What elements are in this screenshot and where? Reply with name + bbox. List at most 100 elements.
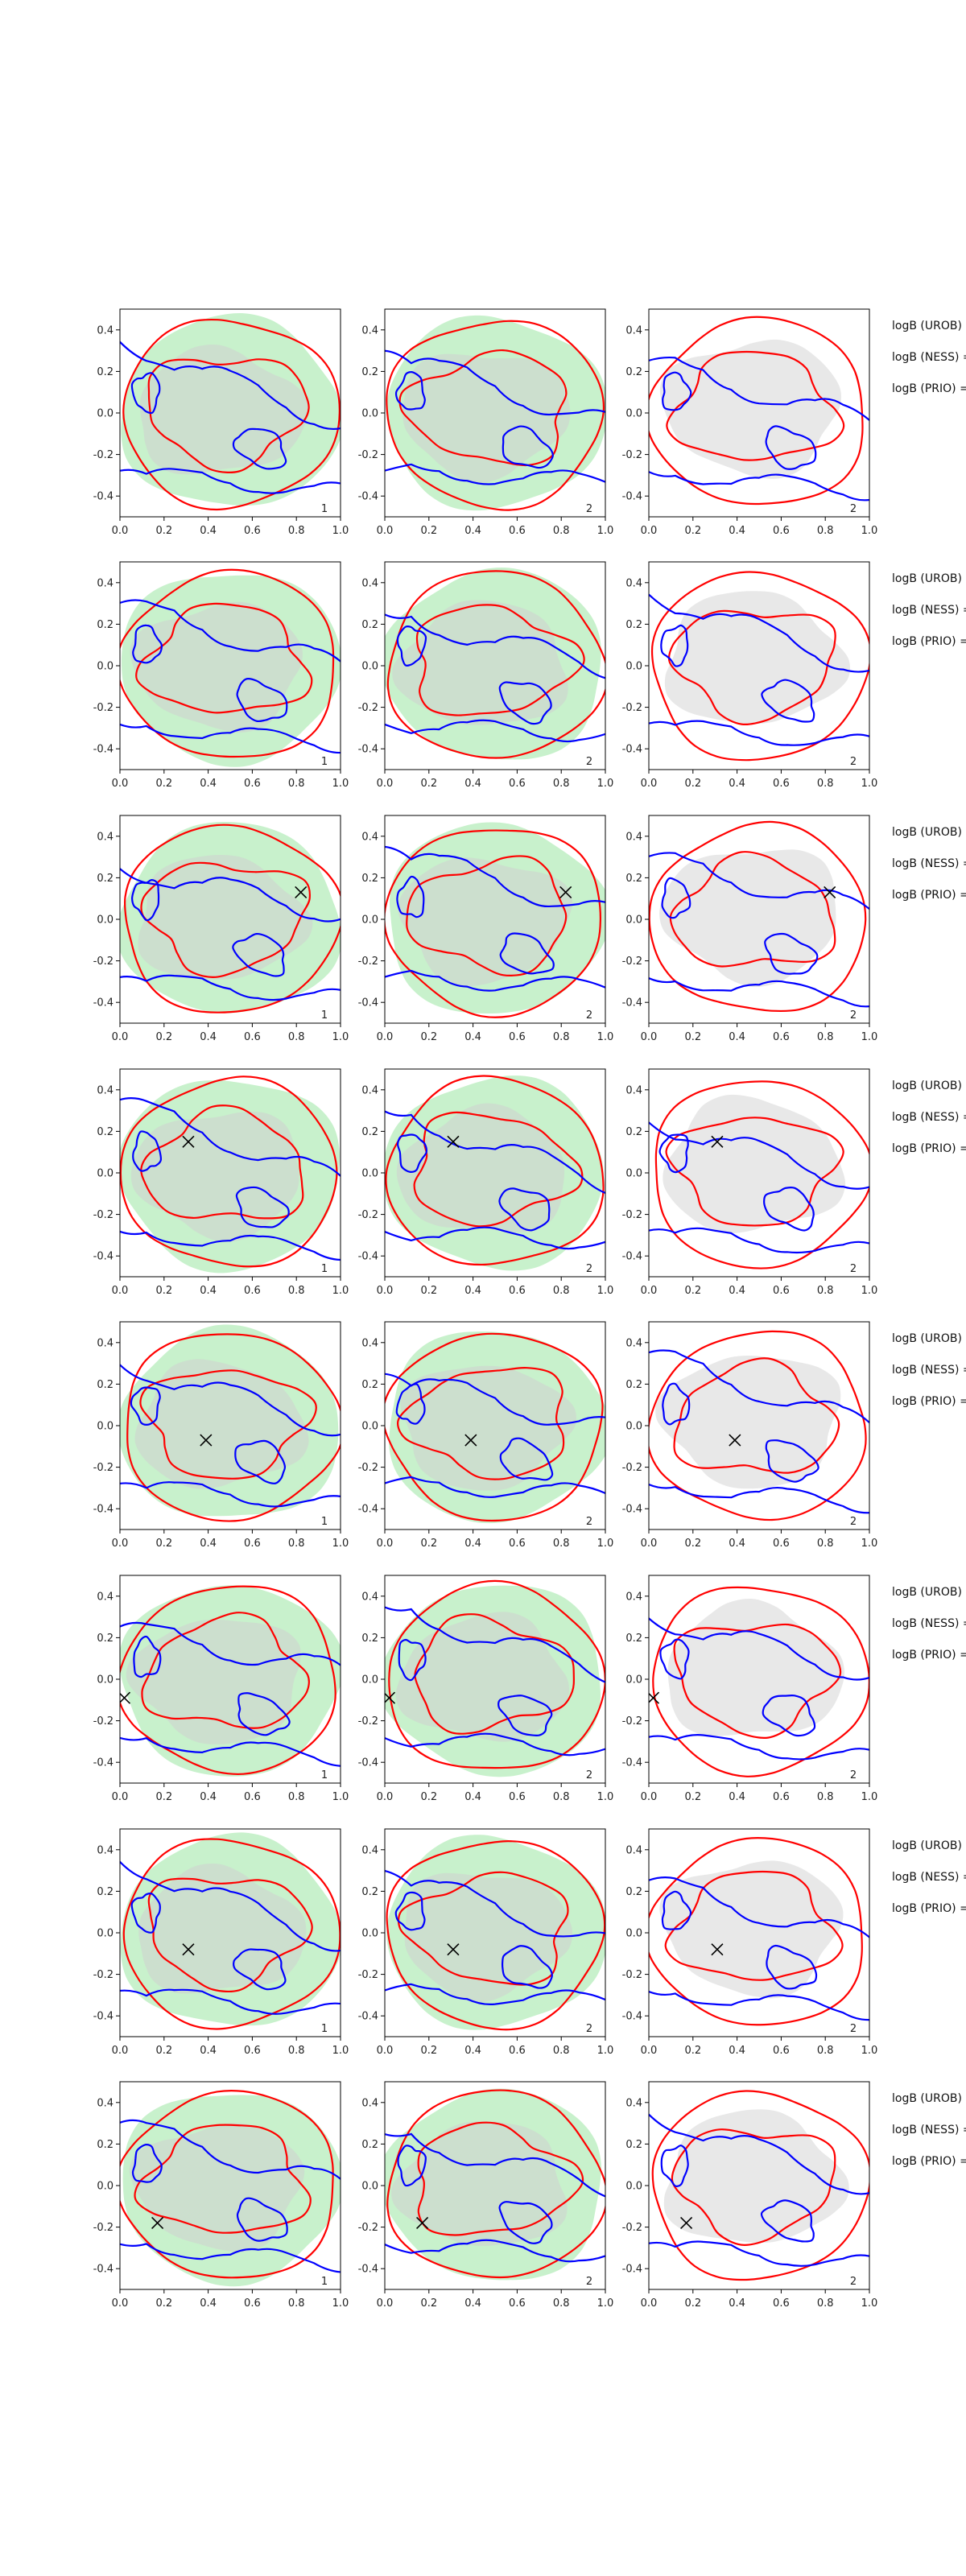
x-tick-label: 0.6 — [244, 2045, 261, 2057]
blue-contour-ellipse — [498, 681, 552, 725]
x-tick-label: 1.0 — [597, 778, 614, 790]
inner-region — [398, 857, 573, 987]
y-tick-label: 0.4 — [625, 324, 642, 336]
x-tick-label: 0.4 — [200, 778, 217, 790]
red-contour-outer — [385, 829, 602, 1018]
y-tick-label: 0.2 — [97, 1126, 114, 1138]
x-tick-label: 0.2 — [420, 1285, 437, 1297]
blue-contour-lower — [649, 1227, 869, 1254]
x-tick-label: 0.8 — [288, 2045, 305, 2057]
blue-contour-upper — [649, 852, 869, 910]
panel-r2-c1: 0.0 0.2 0.4 0.6 0.8 1.0 0.4 0.2 0.0 -0.2 -0.4 1 — [93, 561, 349, 790]
panel-r7-c1: 0.0 0.2 0.4 0.6 0.8 1.0 0.4 0.2 0.0 -0.2 -0.4 1 — [93, 1828, 349, 2057]
blue-contour-lower — [649, 1990, 869, 2021]
red-contour-inner — [673, 1357, 840, 1474]
side-label-2: logB (NESS) = — [892, 1364, 966, 1377]
x-tick-label: 0.8 — [553, 778, 570, 790]
blue-contour-upper — [120, 1621, 341, 1666]
x-tick-label: 0.0 — [377, 2045, 394, 2057]
y-tick-label: 0.4 — [625, 1591, 642, 1603]
x-tick-label: 0.0 — [112, 2297, 129, 2310]
blue-contour-lower — [120, 1736, 341, 1767]
x-marker — [464, 1434, 477, 1447]
red-contour-inner — [665, 1117, 844, 1227]
side-label-1: logB (UROB) = — [892, 1080, 966, 1092]
x-tick-label: 0.8 — [817, 1285, 834, 1297]
blue-contour-ellipse — [237, 1692, 291, 1736]
x-marker — [680, 2216, 693, 2230]
side-label-1: logB (UROB) = — [892, 1332, 966, 1345]
blue-contour-ellipse — [498, 2201, 553, 2244]
panel-number: 2 — [586, 2023, 592, 2035]
x-tick-label: 0.0 — [641, 525, 658, 537]
y-tick-label: 0.2 — [361, 873, 378, 885]
x-tick-label: 0.6 — [244, 525, 261, 537]
blue-contour-lower — [120, 723, 341, 754]
x-tick-label: 1.0 — [597, 525, 614, 537]
x-tick-label: 0.8 — [553, 2297, 570, 2310]
x-marker — [120, 1691, 131, 1704]
x-marker — [151, 2216, 164, 2230]
y-tick-label: -0.4 — [93, 1251, 114, 1263]
panel-number: 2 — [850, 1263, 857, 1275]
y-tick-label: 0.0 — [625, 914, 642, 927]
x-tick-label: 0.8 — [553, 2045, 570, 2057]
x-tick-label: 0.8 — [288, 525, 305, 537]
x-tick-label: 0.8 — [553, 1538, 570, 1550]
x-tick-label: 0.0 — [112, 1285, 129, 1297]
y-tick-label: -0.4 — [358, 997, 378, 1009]
panel-r3-c3: 0.0 0.2 0.4 0.6 0.8 1.0 0.4 0.2 0.0 -0.2 -0.4 2 — [622, 815, 877, 1043]
x-tick-label: 0.2 — [155, 2045, 172, 2057]
red-contour-outer — [388, 1579, 605, 1769]
y-tick-label: -0.2 — [358, 1209, 378, 1221]
side-label-3: logB (PRIO) = — [892, 635, 966, 648]
panel-number: 2 — [586, 1769, 592, 1781]
y-tick-label: 0.2 — [625, 366, 642, 378]
blue-contour-ellipse — [763, 1187, 815, 1232]
y-tick-label: -0.4 — [622, 1504, 642, 1516]
panel-number: 1 — [321, 1516, 328, 1528]
x-tick-label: 0.2 — [420, 525, 437, 537]
blue-contour-small — [397, 2145, 427, 2187]
x-tick-label: 0.0 — [641, 1285, 658, 1297]
y-tick-label: 0.4 — [625, 1084, 642, 1096]
blue-contour-upper — [385, 2132, 605, 2198]
red-contour-inner — [141, 1612, 310, 1729]
x-tick-label: 0.4 — [464, 1791, 481, 1803]
x-tick-label: 1.0 — [332, 1031, 349, 1043]
panel-r5-c1: 0.0 0.2 0.4 0.6 0.8 1.0 0.4 0.2 0.0 -0.2 -0.4 1 — [93, 1321, 349, 1550]
inner-region — [134, 1359, 309, 1489]
red-contour-outer — [122, 1838, 341, 2030]
blue-contour-lower — [385, 1476, 605, 1498]
x-tick-label: 0.8 — [288, 2297, 305, 2310]
x-tick-label: 0.6 — [773, 1285, 790, 1297]
blue-contour-small — [662, 371, 692, 411]
x-tick-label: 0.2 — [420, 1791, 437, 1803]
red-contour-outer — [649, 1837, 863, 2026]
y-tick-label: -0.4 — [358, 744, 378, 756]
x-marker — [729, 1434, 741, 1447]
y-tick-label: 0.2 — [625, 873, 642, 885]
x-marker — [295, 886, 308, 899]
side-label-1: logB (UROB) = — [892, 572, 966, 585]
y-tick-label: 0.4 — [625, 2097, 642, 2109]
y-tick-label: 0.4 — [97, 577, 114, 589]
x-tick-label: 0.4 — [464, 1538, 481, 1550]
blue-contour-small — [131, 2143, 163, 2183]
x-tick-label: 0.4 — [200, 1538, 217, 1550]
blue-contour-upper — [385, 1606, 605, 1683]
red-contour-outer — [649, 1330, 867, 1521]
x-tick-label: 0.2 — [420, 2297, 437, 2310]
x-tick-label: 0.0 — [112, 525, 129, 537]
red-contour-outer — [386, 1839, 605, 2031]
blue-contour-lower — [649, 976, 869, 1008]
x-marker — [447, 1943, 460, 1956]
y-tick-label: 0.2 — [361, 1886, 378, 1898]
blue-contour-upper — [649, 1616, 869, 1681]
x-tick-label: 0.6 — [509, 1538, 526, 1550]
red-contour-inner — [669, 851, 836, 968]
y-tick-label: -0.4 — [358, 491, 378, 503]
red-contour-outer — [385, 1075, 605, 1266]
x-tick-label: 0.0 — [112, 1031, 129, 1043]
x-tick-label: 0.0 — [377, 2297, 394, 2310]
